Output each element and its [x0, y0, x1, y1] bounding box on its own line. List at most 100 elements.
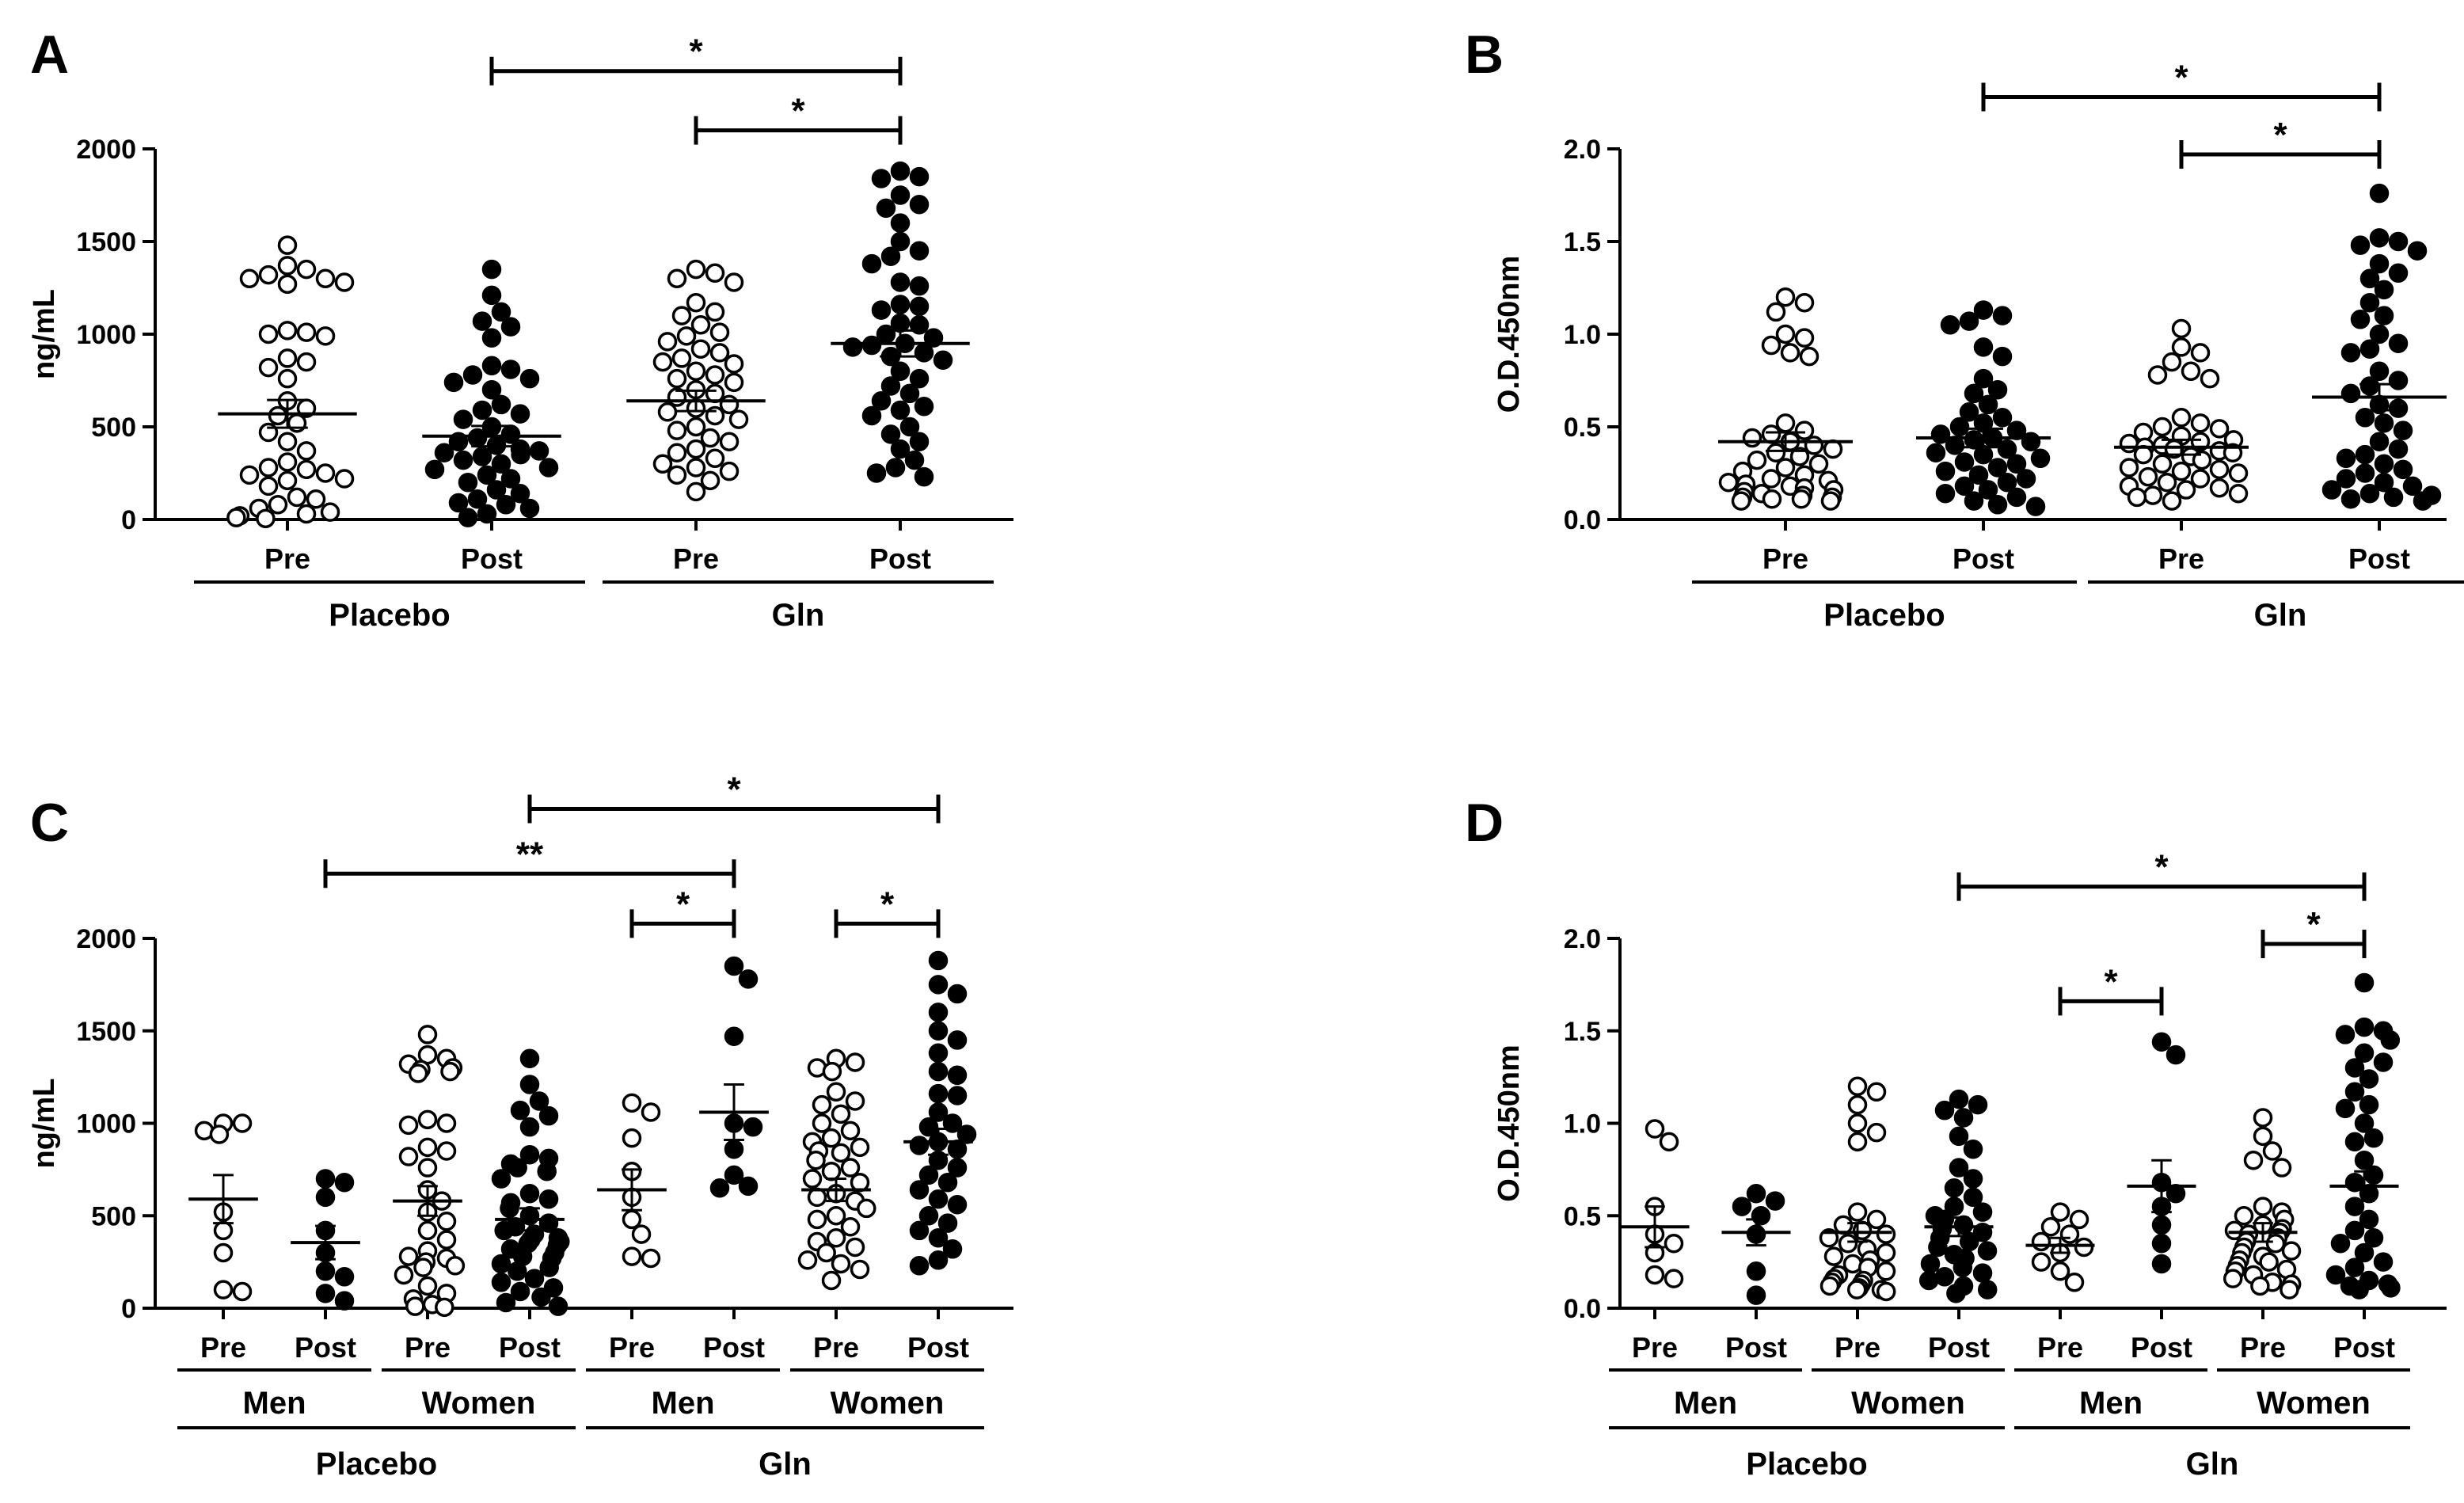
data-point — [2340, 343, 2361, 363]
data-point — [1866, 1082, 1887, 1102]
y-tick-label: 1500 — [76, 1017, 136, 1047]
data-point — [1846, 1280, 1867, 1299]
data-point — [486, 480, 507, 500]
data-point — [405, 1296, 425, 1316]
data-point — [510, 404, 530, 424]
data-point — [268, 495, 288, 515]
data-point — [2355, 444, 2375, 465]
data-point — [306, 489, 326, 509]
data-point — [226, 508, 246, 527]
data-point — [890, 185, 911, 205]
data-point — [2335, 1025, 2356, 1044]
data-point — [2152, 417, 2173, 437]
data-point — [861, 335, 882, 356]
data-point — [315, 1187, 336, 1208]
series — [903, 950, 977, 1276]
data-point — [1847, 1094, 1868, 1115]
data-point — [2383, 487, 2404, 508]
data-point — [315, 326, 336, 346]
data-point — [885, 458, 906, 478]
data-point — [548, 1296, 568, 1316]
data-point — [890, 361, 911, 382]
x-category-label: Pre — [1762, 542, 1808, 575]
data-point — [2127, 487, 2147, 508]
data-point — [821, 1128, 842, 1148]
y-axis-label: ng/mL — [28, 289, 61, 379]
data-point — [652, 454, 673, 474]
data-point — [2250, 1276, 2270, 1296]
data-point — [1968, 1094, 1988, 1115]
x-category-label: Post — [295, 1331, 356, 1364]
data-point — [1992, 408, 2013, 428]
data-point — [1934, 1267, 1955, 1287]
data-point — [1964, 491, 1984, 511]
data-point — [213, 1220, 234, 1241]
data-point — [667, 420, 687, 440]
y-tick-label: 0.5 — [1564, 1201, 1601, 1231]
data-point — [840, 1158, 861, 1178]
data-point — [334, 1267, 355, 1287]
group-label: Placebo — [1746, 1447, 1867, 1482]
data-point — [812, 1113, 832, 1133]
data-point — [738, 1176, 759, 1197]
data-point — [2340, 489, 2361, 509]
data-point — [500, 1198, 519, 1219]
data-point — [435, 1297, 454, 1318]
data-point — [2344, 1058, 2365, 1078]
data-point — [947, 1086, 968, 1105]
x-category-label: Post — [2348, 542, 2410, 575]
data-point — [1645, 1265, 1665, 1285]
data-point — [2209, 419, 2230, 439]
data-point — [1997, 439, 2017, 459]
data-point — [890, 272, 911, 292]
data-point — [510, 1281, 530, 1302]
data-point — [928, 1061, 949, 1082]
data-point — [1732, 1197, 1752, 1216]
data-point — [890, 231, 911, 252]
data-point — [209, 1124, 230, 1144]
data-point — [686, 292, 706, 313]
y-tick-label: 0.0 — [1564, 505, 1601, 535]
y-tick-label: 0.0 — [1564, 1294, 1601, 1324]
data-point — [1876, 1281, 1896, 1302]
data-point — [909, 315, 930, 335]
data-point — [1953, 1108, 1974, 1128]
data-point — [2388, 263, 2409, 283]
data-point — [315, 268, 336, 289]
group-label: Gln — [772, 598, 825, 633]
data-point — [2354, 1242, 2375, 1263]
data-point — [277, 235, 298, 255]
data-point — [667, 268, 687, 289]
data-point — [467, 428, 488, 448]
data-point — [890, 213, 911, 233]
data-point — [491, 1273, 511, 1292]
data-point — [890, 400, 911, 420]
data-point — [2166, 1044, 2186, 1065]
data-point — [2119, 458, 2139, 478]
data-point — [871, 300, 892, 320]
panel-a: A 0 500 1000 1500 2000 ng/mL Pre Post Pre Post Plac… — [28, 25, 1013, 633]
data-point — [2381, 1278, 2401, 1298]
data-point — [909, 296, 930, 317]
x-category-label: Pre — [405, 1331, 451, 1364]
data-point — [2133, 444, 2154, 465]
data-point — [1940, 315, 1960, 335]
data-point — [1765, 1191, 1785, 1211]
data-point — [1876, 1224, 1896, 1244]
data-point — [2031, 1231, 2051, 1252]
data-point — [453, 409, 473, 429]
group-label: Placebo — [1823, 598, 1945, 633]
y-tick-label: 1.0 — [1564, 1109, 1601, 1140]
data-point — [519, 1075, 540, 1094]
data-point — [2151, 1234, 2172, 1254]
data-point — [622, 1246, 642, 1266]
data-point — [2243, 1150, 2264, 1170]
data-point — [2374, 472, 2394, 493]
significance-bracket — [2058, 987, 2164, 1016]
data-point — [2006, 454, 2027, 474]
data-point — [942, 1239, 963, 1259]
data-point — [417, 1025, 438, 1044]
data-point — [2369, 253, 2390, 274]
data-point — [277, 256, 298, 276]
data-point — [1791, 489, 1812, 509]
